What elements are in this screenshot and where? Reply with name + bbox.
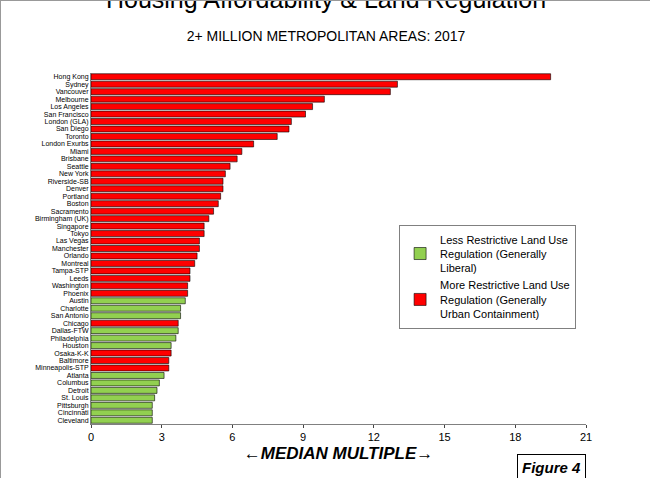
- svg-text:St. Louis: St. Louis: [61, 394, 89, 401]
- svg-text:Miami: Miami: [70, 148, 89, 155]
- svg-text:Houston: Houston: [63, 342, 89, 349]
- svg-text:Sacramento: Sacramento: [51, 208, 89, 215]
- svg-text:Washington: Washington: [52, 282, 89, 290]
- svg-text:Vancouver: Vancouver: [56, 88, 90, 95]
- svg-text:Sydney: Sydney: [65, 81, 89, 89]
- svg-text:Montreal: Montreal: [61, 260, 89, 267]
- svg-text:15: 15: [438, 431, 450, 443]
- svg-text:San Antonio: San Antonio: [51, 312, 89, 319]
- svg-text:3: 3: [159, 431, 165, 443]
- svg-text:Atlanta: Atlanta: [67, 372, 89, 379]
- svg-text:Detroit: Detroit: [68, 387, 89, 394]
- svg-text:21: 21: [580, 431, 592, 443]
- svg-text:San Diego: San Diego: [56, 125, 89, 133]
- svg-text:Orlando: Orlando: [64, 252, 89, 259]
- svg-text:Boston: Boston: [67, 200, 89, 207]
- svg-text:Brisbane: Brisbane: [61, 155, 89, 162]
- svg-text:Dallas-FTW: Dallas-FTW: [52, 327, 89, 334]
- svg-text:Philadelphia: Philadelphia: [50, 335, 88, 343]
- svg-text:Singapore: Singapore: [57, 223, 89, 231]
- svg-text:Denver: Denver: [66, 185, 89, 192]
- svg-text:Chicago: Chicago: [63, 320, 89, 328]
- svg-text:0: 0: [88, 431, 94, 443]
- svg-text:9: 9: [300, 431, 306, 443]
- svg-text:Hong Kong: Hong Kong: [54, 73, 89, 81]
- svg-text:Cleveland: Cleveland: [57, 417, 88, 424]
- svg-text:Charlotte: Charlotte: [60, 305, 89, 312]
- svg-text:Los Angeles: Los Angeles: [50, 103, 89, 111]
- svg-text:Columbus: Columbus: [57, 379, 89, 386]
- svg-text:←MEDIAN MULTIPLE→: ←MEDIAN MULTIPLE→: [244, 444, 434, 463]
- svg-text:Leeds: Leeds: [70, 275, 90, 282]
- svg-text:18: 18: [509, 431, 521, 443]
- svg-text:12: 12: [368, 431, 380, 443]
- svg-text:Birmingham (UK): Birmingham (UK): [35, 215, 89, 223]
- svg-text:Tampa-STP: Tampa-STP: [52, 267, 89, 275]
- svg-text:Less Restrictive Land UseRegul: Less Restrictive Land UseRegulation (Gen…: [440, 234, 568, 275]
- svg-text:Tokyo: Tokyo: [70, 230, 88, 238]
- svg-text:Baltimore: Baltimore: [59, 357, 89, 364]
- svg-text:Seattle: Seattle: [67, 163, 89, 170]
- svg-text:Figure 4: Figure 4: [522, 459, 581, 476]
- svg-text:Phoenix: Phoenix: [63, 290, 89, 297]
- svg-text:London Exurbs: London Exurbs: [42, 140, 90, 147]
- svg-text:Pittsburgh: Pittsburgh: [57, 402, 89, 410]
- svg-text:Melbourne: Melbourne: [56, 96, 89, 103]
- svg-text:Housing Affordability & Land R: Housing Affordability & Land Regulation2…: [106, 1, 546, 44]
- svg-text:More Restrictive Land UseRegul: More Restrictive Land UseRegulation (Gen…: [440, 279, 570, 320]
- svg-text:Portland: Portland: [63, 193, 89, 200]
- svg-text:London (GLA): London (GLA): [45, 118, 89, 126]
- svg-text:6: 6: [229, 431, 235, 443]
- svg-text:Minneapolis-STP: Minneapolis-STP: [35, 364, 89, 372]
- svg-text:New York: New York: [59, 170, 89, 177]
- svg-text:Las Vegas: Las Vegas: [56, 237, 89, 245]
- svg-text:Toronto: Toronto: [65, 133, 88, 140]
- svg-text:Austin: Austin: [69, 297, 89, 304]
- svg-text:Cincinnati: Cincinnati: [58, 409, 89, 416]
- svg-text:Manchester: Manchester: [52, 245, 89, 252]
- svg-text:Osaka-K-K: Osaka-K-K: [54, 350, 89, 357]
- svg-text:Riverside-SB: Riverside-SB: [48, 178, 89, 185]
- svg-text:San Francisco: San Francisco: [44, 111, 89, 118]
